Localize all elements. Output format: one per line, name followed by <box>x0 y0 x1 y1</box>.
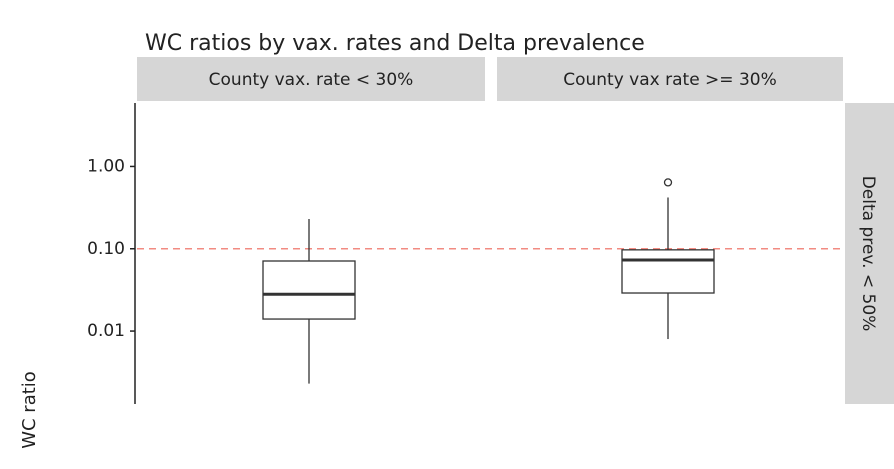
facet-strip <box>497 57 843 101</box>
box <box>621 249 715 294</box>
facet-label: County vax rate >= 30% <box>563 70 777 90</box>
facet-strip <box>137 57 485 101</box>
chart-title: WC ratios by vax. rates and Delta preval… <box>145 31 645 56</box>
y-tick-label: 0.01 <box>87 321 125 341</box>
y-axis-label: WC ratio <box>19 371 40 449</box>
facet-label: County vax. rate < 30% <box>209 70 414 90</box>
box <box>262 260 356 320</box>
row-facet-label: Delta prev. < 50% <box>858 176 878 332</box>
y-tick-label: 0.10 <box>87 239 125 259</box>
y-tick-label: 1.00 <box>87 156 125 176</box>
row-strip <box>845 103 894 404</box>
outlier <box>663 178 673 187</box>
